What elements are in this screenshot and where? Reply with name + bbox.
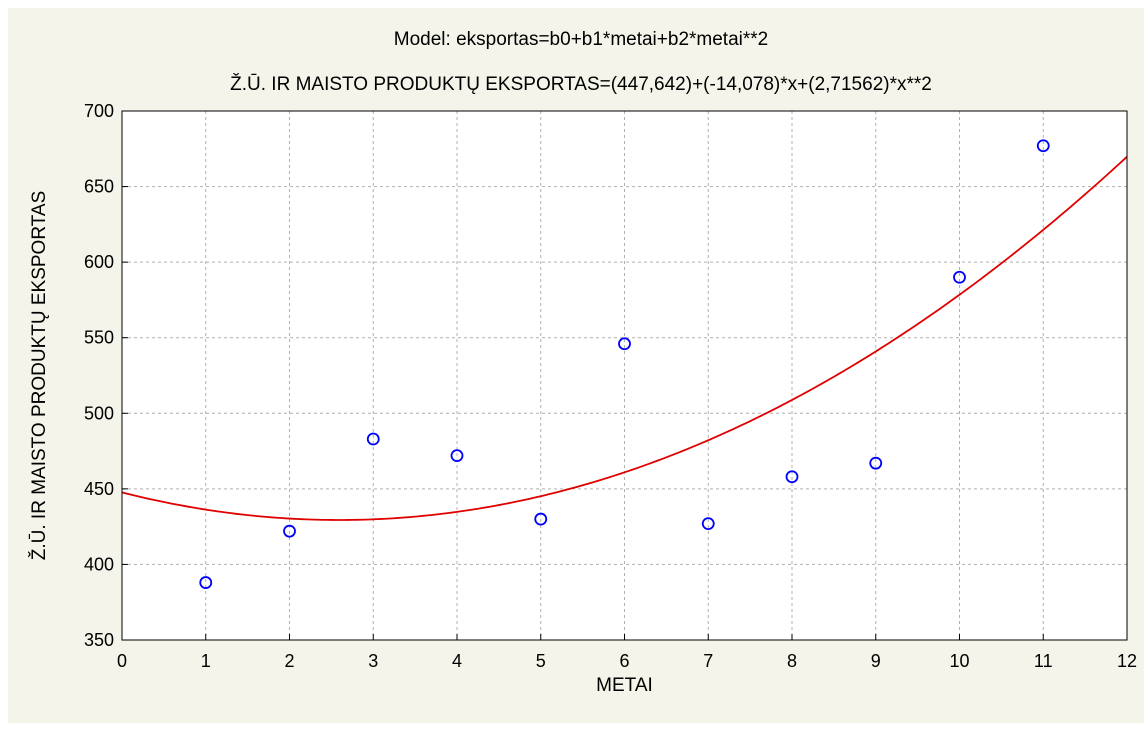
- chart-figure: Model: eksportas=b0+b1*metai+b2*metai**2…: [8, 8, 1144, 723]
- x-axis-ticks: 0 1 2 3 4 5 6 7 8 9 10 11 12: [117, 634, 1137, 671]
- x-tick-label: 12: [1117, 651, 1137, 671]
- x-tick-label: 2: [284, 651, 294, 671]
- x-tick-label: 4: [452, 651, 462, 671]
- data-point: [199, 576, 213, 589]
- y-tick-label: 650: [84, 177, 114, 197]
- y-tick-label: 400: [84, 554, 114, 574]
- data-point: [450, 449, 464, 463]
- data-point: [701, 517, 715, 531]
- x-tick-label: 3: [368, 651, 378, 671]
- chart-subtitle: Ž.Ū. IR MAISTO PRODUKTŲ EKSPORTAS=(447,6…: [230, 73, 932, 95]
- data-points: [199, 139, 1050, 589]
- scatter-chart: Model: eksportas=b0+b1*metai+b2*metai**2…: [28, 29, 1137, 696]
- x-tick-label: 11: [1034, 651, 1053, 671]
- x-tick-label: 1: [201, 651, 211, 671]
- x-tick-label: 0: [117, 651, 127, 671]
- data-point: [953, 270, 966, 284]
- data-point: [618, 337, 631, 351]
- y-tick-label: 600: [84, 252, 114, 272]
- y-axis-label: Ž.Ū. IR MAISTO PRODUKTŲ EKSPORTAS: [28, 191, 50, 561]
- data-point: [366, 432, 380, 446]
- fit-curve: [121, 156, 1128, 521]
- y-tick-label: 700: [84, 101, 114, 121]
- data-point: [1036, 139, 1050, 153]
- x-tick-label: 8: [787, 651, 797, 671]
- x-tick-label: 5: [536, 651, 546, 671]
- data-point: [534, 512, 548, 526]
- x-tick-label: 6: [619, 651, 629, 671]
- y-tick-label: 550: [84, 328, 114, 348]
- data-point: [283, 524, 296, 538]
- x-tick-label: 7: [703, 651, 713, 671]
- y-axis-ticks: 350 400 450 500 550 600 650 700: [84, 101, 128, 650]
- x-axis-label: METAI: [596, 675, 653, 696]
- y-tick-label: 500: [84, 403, 114, 423]
- x-tick-label: 10: [949, 651, 969, 671]
- fit-curve-layer: [121, 156, 1128, 521]
- chart-title: Model: eksportas=b0+b1*metai+b2*metai**2: [394, 29, 768, 50]
- y-tick-label: 350: [84, 630, 114, 650]
- x-tick-label: 9: [871, 651, 881, 671]
- data-point: [869, 456, 883, 470]
- y-tick-label: 450: [84, 479, 114, 499]
- data-point: [785, 470, 799, 484]
